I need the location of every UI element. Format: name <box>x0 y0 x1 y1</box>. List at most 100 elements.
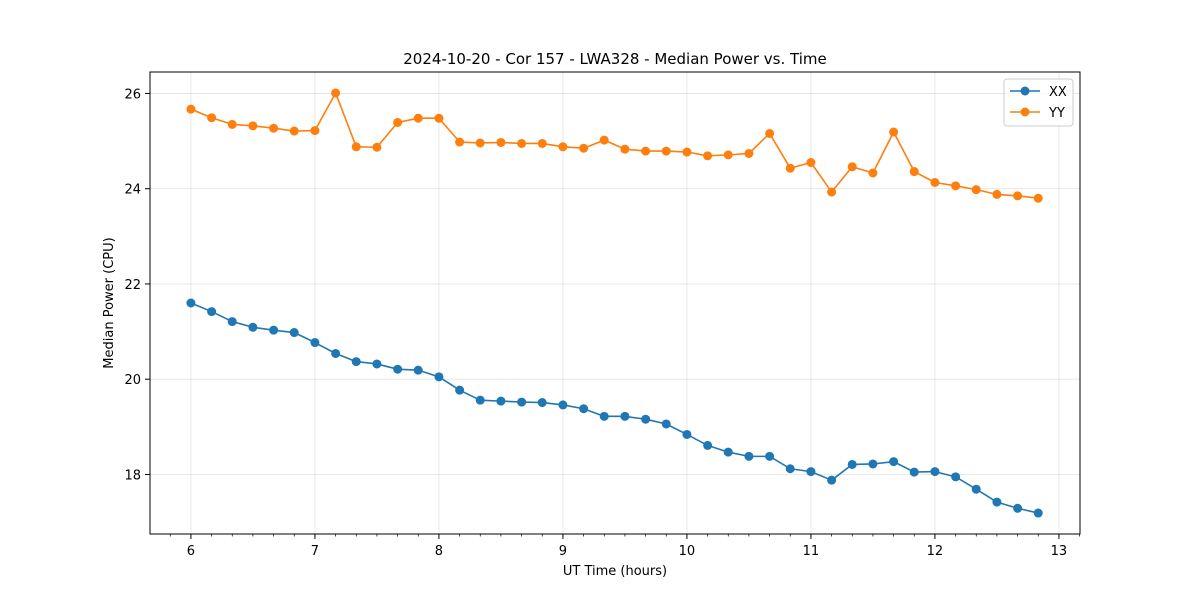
data-point-xx <box>889 457 899 467</box>
data-point-xx <box>744 451 754 461</box>
data-point-xx <box>413 365 423 375</box>
data-point-xx <box>475 395 485 405</box>
data-point-xx <box>930 467 940 477</box>
x-tick-label: 6 <box>187 544 195 559</box>
data-point-xx <box>537 398 547 408</box>
data-point-xx <box>806 467 816 477</box>
data-point-xx <box>558 400 568 410</box>
series-layer <box>186 88 1043 518</box>
data-point-yy <box>868 168 878 178</box>
data-point-yy <box>703 151 713 161</box>
x-tick-label: 9 <box>559 544 567 559</box>
x-axis-label: UT Time (hours) <box>563 564 667 579</box>
data-point-yy <box>475 138 485 148</box>
data-point-yy <box>930 177 940 187</box>
series-line-xx <box>190 302 1039 514</box>
x-tick-label: 12 <box>927 544 944 559</box>
data-point-xx <box>951 472 961 482</box>
legend-marker-xx <box>1020 86 1030 96</box>
data-point-xx <box>620 411 630 421</box>
data-point-yy <box>351 142 361 152</box>
data-point-xx <box>641 414 651 424</box>
data-point-xx <box>269 325 279 335</box>
data-point-yy <box>517 138 527 148</box>
y-tick-label: 18 <box>124 468 141 483</box>
data-point-yy <box>765 128 775 138</box>
data-point-xx <box>682 429 692 439</box>
data-point-xx <box>1033 508 1043 518</box>
data-point-xx <box>723 447 733 457</box>
data-point-yy <box>847 162 857 172</box>
data-point-xx <box>372 359 382 369</box>
data-point-yy <box>331 88 341 98</box>
data-point-yy <box>992 189 1002 199</box>
x-tick-label: 13 <box>1051 544 1068 559</box>
data-point-yy <box>372 142 382 152</box>
legend-label-yy: YY <box>1048 106 1065 121</box>
data-point-yy <box>393 117 403 127</box>
data-point-yy <box>434 113 444 123</box>
data-point-xx <box>434 372 444 382</box>
data-point-yy <box>1033 193 1043 203</box>
data-point-xx <box>661 419 671 429</box>
data-point-xx <box>765 451 775 461</box>
data-point-yy <box>641 146 651 156</box>
data-point-xx <box>909 467 919 477</box>
data-point-yy <box>227 119 237 129</box>
data-point-yy <box>186 104 196 114</box>
data-point-yy <box>744 148 754 158</box>
legend-marker-yy <box>1020 107 1030 117</box>
data-point-yy <box>599 135 609 145</box>
series-line-yy <box>190 92 1039 200</box>
data-point-xx <box>248 322 258 332</box>
data-point-yy <box>661 146 671 156</box>
y-tick-label: 22 <box>124 278 141 293</box>
data-point-xx <box>496 396 506 406</box>
data-point-xx <box>331 348 341 358</box>
y-tick-label: 26 <box>124 87 141 102</box>
data-point-xx <box>785 464 795 474</box>
data-point-yy <box>827 187 837 197</box>
data-point-xx <box>1013 503 1023 513</box>
data-point-xx <box>207 307 217 317</box>
x-tick-label: 11 <box>803 544 820 559</box>
data-point-yy <box>806 157 816 167</box>
y-tick-label: 24 <box>124 183 141 198</box>
data-point-yy <box>971 185 981 195</box>
data-point-xx <box>310 338 320 348</box>
data-point-xx <box>455 385 465 395</box>
data-point-xx <box>868 459 878 469</box>
data-point-yy <box>785 163 795 173</box>
data-point-yy <box>558 142 568 152</box>
data-point-xx <box>351 357 361 367</box>
y-tick-label: 20 <box>124 373 141 388</box>
data-point-yy <box>207 113 217 123</box>
x-tick-label: 8 <box>435 544 443 559</box>
data-point-yy <box>723 150 733 160</box>
data-point-xx <box>971 484 981 494</box>
data-point-yy <box>889 127 899 137</box>
data-point-yy <box>413 113 423 123</box>
legend-label-xx: XX <box>1049 85 1067 100</box>
plot-frame <box>149 71 1081 535</box>
data-point-xx <box>227 317 237 327</box>
data-point-xx <box>579 404 589 414</box>
data-point-yy <box>951 181 961 191</box>
data-point-yy <box>269 123 279 133</box>
grid-layer <box>150 72 1080 534</box>
data-point-yy <box>682 147 692 157</box>
data-point-yy <box>310 126 320 136</box>
data-point-yy <box>909 167 919 177</box>
data-point-xx <box>393 364 403 374</box>
data-point-xx <box>703 440 713 450</box>
chart-title: 2024-10-20 - Cor 157 - LWA328 - Median P… <box>403 50 827 68</box>
x-tick-label: 7 <box>311 544 319 559</box>
y-axis-label: Median Power (CPU) <box>102 237 117 368</box>
legend: XX YY <box>1003 78 1074 127</box>
ticks-layer: 6 7 8 9 10 11 12 13 18 20 22 24 26 <box>124 87 1080 559</box>
data-point-xx <box>186 298 196 308</box>
data-point-yy <box>537 138 547 148</box>
data-point-xx <box>847 459 857 469</box>
data-point-yy <box>620 144 630 154</box>
